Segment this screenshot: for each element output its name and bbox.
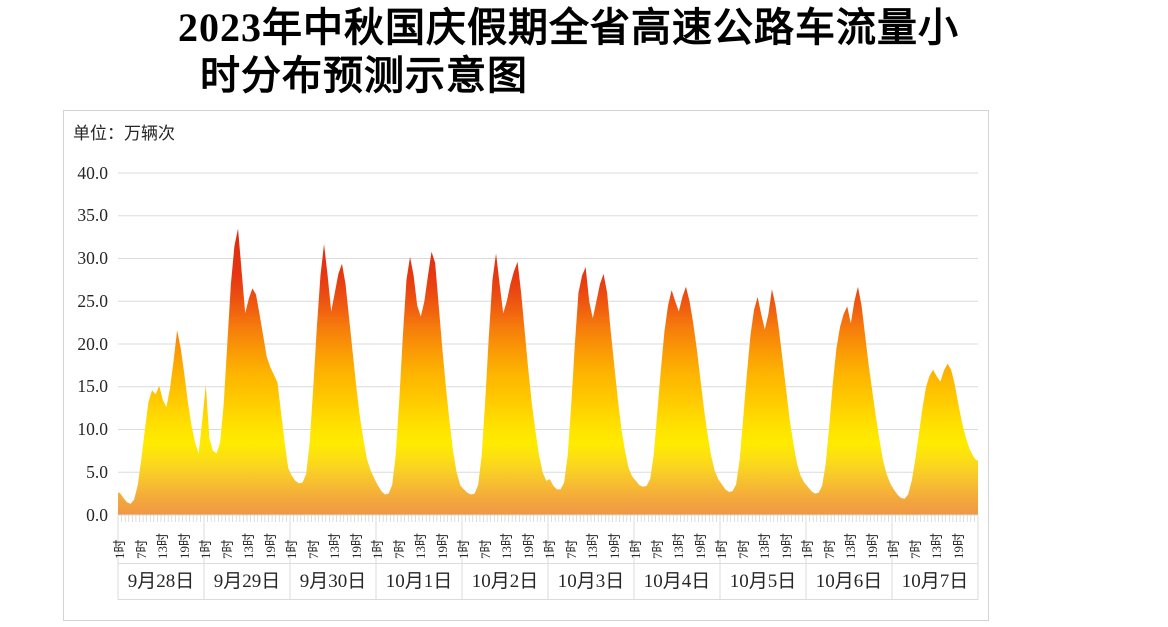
unit-label: 单位：万辆次 [73,124,175,143]
x-axis-hour-label: 19时 [434,532,450,559]
x-axis-hour-label: 1时 [886,539,902,559]
y-axis-tick-label: 15.0 [77,376,108,397]
y-axis-tick-label: 20.0 [77,333,108,354]
x-axis-hour-label: 7时 [735,539,751,559]
x-axis-day-label: 10月5日 [729,571,797,592]
x-axis-day-label: 9月30日 [299,571,367,592]
x-axis-day-label: 10月3日 [557,571,625,592]
x-axis-hour-label: 19时 [778,532,794,559]
x-axis-hour-label: 13时 [241,532,257,559]
x-axis-hour-label: 13时 [929,532,945,559]
y-axis-tick-label: 30.0 [77,248,108,268]
x-axis-hour-label: 13时 [413,532,429,559]
traffic-area-chart [117,172,979,600]
y-axis-tick-label: 40.0 [77,162,108,183]
x-axis-hour-label: 19时 [520,532,536,559]
x-axis-hour-label: 7时 [391,539,407,559]
x-axis-hour-label: 1时 [456,539,472,559]
x-axis-hour-label: 19时 [176,532,192,559]
x-axis-hour-label: 19时 [950,532,966,559]
x-axis-hour-label: 7时 [821,539,837,559]
x-axis-day-label: 10月1日 [385,571,453,592]
x-axis-hour-label: 1时 [628,539,644,559]
x-axis-hour-label: 1时 [370,539,386,559]
x-axis-hour-label: 13时 [843,532,859,559]
y-axis-tick-label: 35.0 [77,205,108,226]
x-axis-hour-label: 7时 [305,539,321,559]
x-axis-day-label: 10月6日 [815,571,883,592]
x-axis-hour-label: 1时 [800,539,816,559]
x-axis-hour-label: 13时 [757,532,773,559]
y-axis-tick-label: 25.0 [77,290,108,311]
x-axis-hour-label: 1时 [112,539,128,559]
x-axis-hour-label: 1时 [542,539,558,559]
x-axis-hour-label: 7时 [219,539,235,559]
x-axis-hour-label: 13时 [327,532,343,559]
x-axis-hour-label: 7时 [907,539,923,559]
x-axis-day-label: 10月2日 [471,571,539,592]
x-axis-hour-label: 7时 [477,539,493,559]
y-axis-tick-label: 5.0 [86,461,108,482]
y-axis-tick-label: 0.0 [86,504,108,525]
x-axis-hour-label: 1时 [284,539,300,559]
x-axis-hour-label: 1时 [714,539,730,559]
chart-title-line2: 时分布预测示意图 [200,53,528,98]
x-axis-hour-label: 7时 [563,539,579,559]
chart-panel: 单位：万辆次 40.0 35.0 30.0 25.0 20.0 15.0 10.0 5.0 0.… [63,110,989,621]
x-axis-hour-label: 13时 [499,532,515,559]
x-axis-hour-label: 19时 [262,532,278,559]
y-axis-tick-label: 10.0 [77,419,108,439]
x-axis-hour-label: 19时 [692,532,708,559]
x-axis-hour-label: 19时 [864,532,880,559]
x-axis-hour-label: 7时 [649,539,665,559]
x-axis-day-label: 10月7日 [901,571,969,592]
x-axis-day-label: 9月28日 [127,571,195,592]
x-axis-hour-label: 19时 [348,532,364,559]
x-axis-hour-label: 13时 [155,532,171,559]
x-axis-day-label: 10月4日 [643,571,711,592]
x-axis-day-label: 9月29日 [213,571,281,592]
x-axis-hour-label: 13时 [585,532,601,559]
x-axis-hour-label: 7时 [133,539,149,559]
chart-title-line1: 2023年中秋国庆假期全省高速公路车流量小 [178,5,959,50]
x-axis-hour-label: 13时 [671,532,687,559]
chart-title: 2023年中秋国庆假期全省高速公路车流量小 时分布预测示意图 [0,4,1168,100]
x-axis-hour-label: 1时 [198,539,214,559]
x-axis-hour-label: 19时 [606,532,622,559]
